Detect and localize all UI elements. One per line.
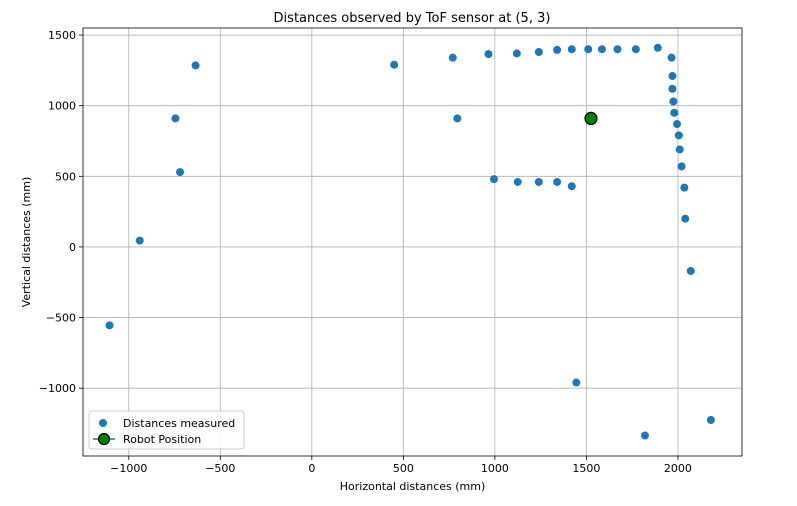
data-point [567,45,576,54]
legend-box [88,410,245,450]
x-tick-label: 2000 [664,462,692,475]
data-point [191,61,200,70]
data-point [681,214,690,223]
legend: Distances measured Robot Position [88,410,245,450]
y-tick-label: −1000 [39,382,76,395]
data-point [668,84,677,93]
legend-marker-robot [97,432,111,446]
y-tick-label: 1000 [48,100,76,113]
x-tick-label: −1000 [110,462,147,475]
data-point [534,177,543,186]
data-point [680,183,689,192]
data-point [653,43,662,52]
plot-frame [82,27,743,457]
data-point [670,108,679,117]
data-point [673,120,682,129]
data-point [706,415,715,424]
data-point [677,162,686,171]
data-point [135,236,144,245]
data-point [390,60,399,69]
x-tick-label: 1000 [481,462,509,475]
data-point [668,72,677,81]
legend-label-distances: Distances measured [123,417,235,430]
y-tick-label: −500 [46,312,76,325]
data-point [534,48,543,57]
x-tick-label: −500 [205,462,235,475]
x-tick-label: 0 [308,462,315,475]
grid-lines [83,28,742,456]
legend-label-robot: Robot Position [123,433,201,446]
y-tick-label: 0 [69,241,76,254]
y-tick-label: 1500 [48,29,76,42]
data-point [613,45,622,54]
data-point [631,45,640,54]
data-point [674,131,683,140]
x-tick-label: 1500 [572,462,600,475]
data-point [513,177,522,186]
data-point [489,175,498,184]
x-axis-label: Horizontal distances (mm) [340,480,486,493]
data-point [448,53,457,62]
data-point [597,45,606,54]
data-point [176,168,185,177]
data-point [105,321,114,330]
data-point [667,53,676,62]
x-tick-label: 500 [393,462,414,475]
data-point [553,45,562,54]
data-point [567,182,576,191]
y-axis-ticks: −1000 −500 0 500 1000 1500 [39,29,83,395]
data-point [512,49,521,58]
data-point [484,50,493,59]
data-point [584,45,593,54]
data-points [105,43,715,440]
x-axis-ticks: −1000 −500 0 500 1000 1500 2000 [110,456,692,475]
data-point [171,114,180,123]
data-point [572,378,581,387]
legend-marker-distances [99,419,107,427]
y-axis-label: Vertical distances (mm) [20,177,33,308]
robot-position-point [584,111,598,126]
data-point [675,145,684,154]
chart-title: Distances observed by ToF sensor at (5, … [274,11,551,26]
y-tick-label: 500 [55,170,76,183]
data-point [669,97,678,106]
data-point [453,114,462,123]
data-point [553,177,562,186]
data-point [640,431,649,440]
data-point [686,266,695,275]
